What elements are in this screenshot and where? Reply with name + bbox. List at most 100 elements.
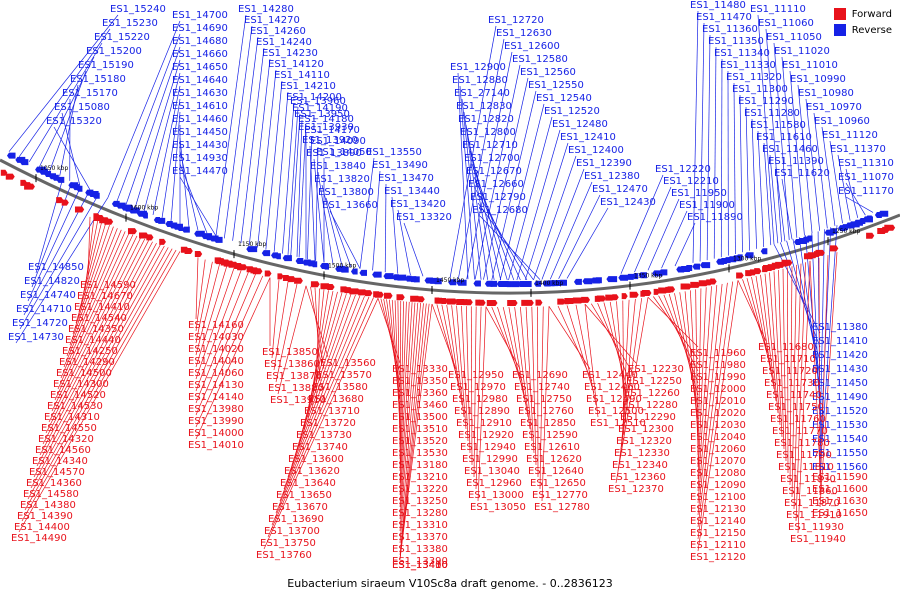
connector-line <box>283 294 356 490</box>
gene-label: ES1_14130 <box>188 380 244 391</box>
gene-label: ES1_13640 <box>280 478 336 489</box>
forward-gene-arrow <box>535 299 543 306</box>
gene-label: ES1_13850 <box>262 347 318 358</box>
gene-label: ES1_13700 <box>264 526 320 537</box>
gene-label: ES1_14030 <box>188 332 244 343</box>
gene-label: ES1_11050 <box>766 32 822 43</box>
gene-label: ES1_12010 <box>690 396 746 407</box>
connector-line <box>746 278 771 366</box>
connector-line <box>818 258 821 484</box>
gene-label: ES1_13670 <box>272 502 328 513</box>
gene-label: ES1_15230 <box>102 18 158 29</box>
gene-label: ES1_14280 <box>238 4 294 15</box>
gene-label: ES1_14300 <box>53 379 109 390</box>
connector-line <box>295 292 343 454</box>
gene-label: ES1_14580 <box>23 489 79 500</box>
gene-labels: ES1_15240 ES1_15230 ES1_15220 ES1_15200 ES1_… <box>8 0 894 571</box>
connector-line <box>152 85 181 215</box>
connector-line <box>485 306 521 370</box>
legend-reverse-label: Reverse <box>851 24 892 36</box>
connector-line <box>195 265 228 368</box>
forward-gene-arrow <box>264 270 272 277</box>
forward-gene-arrow <box>61 199 69 206</box>
gene-label: ES1_12380 <box>584 171 640 182</box>
gene-label: ES1_12130 <box>690 504 746 515</box>
reverse-gene-arrow <box>606 276 618 283</box>
gene-label: ES1_13180 <box>392 460 448 471</box>
connector-line <box>764 273 779 414</box>
connector-line <box>778 270 785 450</box>
connector-line <box>811 233 821 418</box>
connector-line <box>845 168 859 219</box>
forward-gene-arrow <box>605 294 615 301</box>
gene-label: ES1_13320 <box>396 212 452 223</box>
connector-line <box>143 72 181 212</box>
connector-line <box>697 282 728 528</box>
forward-gene-arrow <box>365 290 373 297</box>
gene-label: ES1_12370 <box>608 484 664 495</box>
connector-line <box>647 297 699 348</box>
gene-label: ES1_12110 <box>690 540 746 551</box>
connector-line <box>502 306 527 406</box>
connector-line <box>620 174 664 274</box>
reverse-gene-arrow <box>19 159 29 166</box>
reverse-gene-arrow <box>372 271 382 278</box>
connector-line <box>697 283 723 516</box>
connector-line <box>566 207 609 279</box>
forward-gene-arrow <box>866 232 875 239</box>
connector-line <box>757 130 765 248</box>
gene-label: ES1_13550 <box>366 147 422 158</box>
connector-line <box>15 197 109 344</box>
gene-label: ES1_11620 <box>774 168 830 179</box>
gene-label: ES1_11910 <box>786 510 842 521</box>
gene-label: ES1_11610 <box>756 132 812 143</box>
forward-gene-arrow <box>56 197 64 204</box>
gene-label: ES1_11290 <box>738 96 794 107</box>
connector-line <box>690 290 699 444</box>
reverse-gene-arrow <box>141 212 148 219</box>
gene-label: ES1_11460 <box>762 144 818 155</box>
connector-line <box>195 268 235 380</box>
connector-line <box>805 98 821 231</box>
connector-line <box>558 194 601 279</box>
connector-line <box>384 183 387 273</box>
gene-label: ES1_14730 <box>8 332 64 343</box>
reverse-gene-arrow <box>411 276 420 283</box>
gene-label: ES1_12720 <box>488 15 544 26</box>
reverse-gene-arrow <box>684 265 693 272</box>
connector-line <box>53 126 91 191</box>
forward-gene-arrow <box>572 297 584 304</box>
gene-label: ES1_13870 <box>266 371 322 382</box>
gene-label: ES1_14850 <box>28 262 84 273</box>
connector-line <box>684 291 699 432</box>
gene-label: ES1_11300 <box>732 84 788 95</box>
connector-line <box>446 304 463 406</box>
gene-label: ES1_11530 <box>812 420 868 431</box>
forward-gene-arrow <box>612 294 619 301</box>
gene-label: ES1_12750 <box>516 394 572 405</box>
gene-label: ES1_14310 <box>44 412 100 423</box>
gene-label: ES1_13570 <box>316 370 372 381</box>
connector-line <box>215 14 247 236</box>
forward-gene-arrow <box>277 273 284 280</box>
gene-label: ES1_14710 <box>16 304 72 315</box>
connector-line <box>456 305 467 430</box>
connector-line <box>18 28 111 158</box>
connector-line <box>271 296 370 526</box>
forward-swatch <box>833 8 846 20</box>
gene-label: ES1_14680 <box>172 36 228 47</box>
connector-line <box>647 198 680 271</box>
connector-line <box>275 296 365 514</box>
connector-line <box>781 56 798 238</box>
gene-label: ES1_12690 <box>512 370 568 381</box>
gene-label: ES1_13280 <box>392 508 448 519</box>
forward-gene-arrow <box>507 300 518 307</box>
scale-tick-label: 1300 kbp <box>733 255 761 262</box>
gene-label: ES1_13350 <box>392 376 448 387</box>
gene-label: ES1_13910 <box>270 395 326 406</box>
gene-label: ES1_12230 <box>628 364 684 375</box>
gene-label: ES1_13620 <box>284 466 340 477</box>
connector-line <box>787 267 789 474</box>
gene-label: ES1_12590 <box>522 430 578 441</box>
gene-label: ES1_11760 <box>770 414 826 425</box>
